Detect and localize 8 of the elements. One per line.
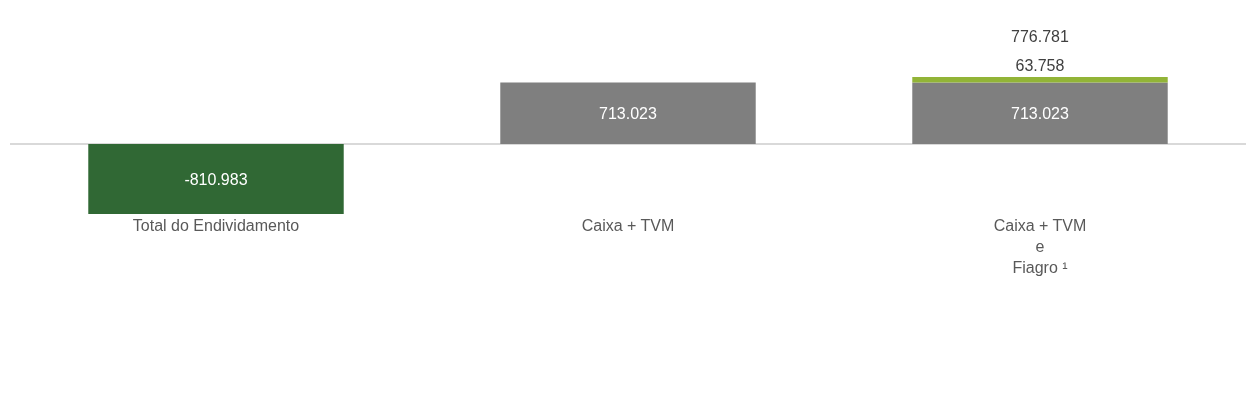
- x-tick-label: Caixa + TVM e Fiagro ¹: [993, 217, 1087, 276]
- data-label: 63.758: [1015, 57, 1065, 75]
- data-label: -810.983: [184, 170, 248, 188]
- x-tick-label: Caixa + TVM: [581, 217, 675, 234]
- data-label: 713.023: [1011, 104, 1069, 122]
- data-label: 713.023: [599, 104, 657, 122]
- total-label: 776.781: [1011, 28, 1069, 45]
- x-tick-label: Total do Endividamento: [132, 217, 300, 234]
